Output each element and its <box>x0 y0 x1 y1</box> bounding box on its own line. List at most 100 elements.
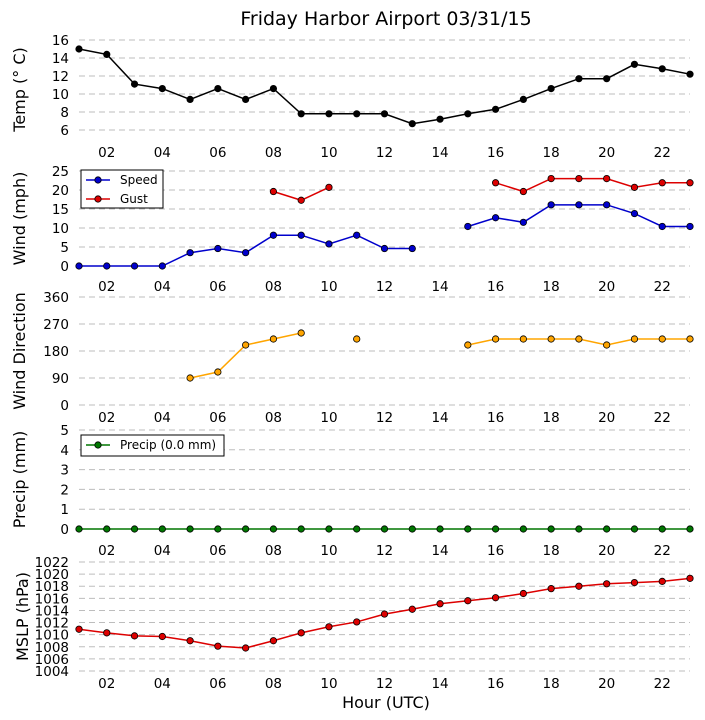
data-point <box>519 525 527 533</box>
data-point <box>325 525 333 533</box>
data-point <box>242 341 250 349</box>
y-tick-label: 8 <box>60 105 69 121</box>
y-tick-label: 0 <box>60 259 69 275</box>
data-point <box>575 525 583 533</box>
series-temp <box>75 45 694 128</box>
y-tick-label: 1008 <box>35 640 69 656</box>
data-point <box>408 605 416 613</box>
y-tick-label: 10 <box>52 87 69 103</box>
data-point <box>603 580 611 588</box>
data-point <box>269 231 278 239</box>
legend-marker <box>94 176 102 184</box>
data-point <box>547 525 555 533</box>
y-tick-label: 0 <box>60 398 69 414</box>
y-tick-label: 0 <box>60 522 69 538</box>
data-point <box>75 45 83 53</box>
data-point <box>297 329 305 337</box>
x-tick-label: 06 <box>209 145 226 161</box>
panel-3: 0 90 180 270 360 Wind Direction 02 04 06 08 10 12 14… <box>10 290 694 426</box>
y-tick-label: 25 <box>52 164 69 180</box>
y-tick-label: 16 <box>52 33 69 49</box>
data-point <box>464 341 472 349</box>
data-point <box>186 637 194 645</box>
data-point <box>519 187 527 196</box>
data-point <box>380 244 389 253</box>
x-tick-label: 06 <box>209 676 226 692</box>
x-tick-label: 20 <box>598 676 615 692</box>
x-tick-label: 02 <box>98 676 115 692</box>
y-tick-label: 1020 <box>35 567 69 583</box>
x-tick-label: 16 <box>487 279 504 295</box>
y-tick-label: 1010 <box>35 628 69 644</box>
data-point <box>214 368 222 376</box>
data-point <box>603 341 611 349</box>
data-point <box>603 201 611 209</box>
x-tick-label: 22 <box>654 410 671 426</box>
y-tick-label: 90 <box>52 371 69 387</box>
y-tick-label: 5 <box>60 240 69 256</box>
x-tick-label: 02 <box>98 279 115 295</box>
data-point <box>686 179 694 187</box>
x-tick-label: 14 <box>431 145 448 161</box>
data-point <box>186 525 194 533</box>
x-tick-label: 18 <box>543 279 560 295</box>
x-tick-label: 12 <box>376 543 393 559</box>
data-point <box>575 75 583 83</box>
x-tick-label: 22 <box>654 543 671 559</box>
x-tick-label: 04 <box>154 543 171 559</box>
data-point <box>353 618 361 626</box>
x-tick-label: 02 <box>98 145 115 161</box>
data-point <box>630 525 639 533</box>
x-tick-label: 08 <box>265 543 282 559</box>
x-tick-label: 14 <box>431 543 448 559</box>
data-point <box>186 95 194 104</box>
data-point <box>242 644 250 652</box>
x-tick-label: 12 <box>376 676 393 692</box>
x-tick-label: 16 <box>487 676 504 692</box>
x-tick-label: 10 <box>320 410 337 426</box>
data-point <box>214 525 222 533</box>
chart-title: Friday Harbor Airport 03/31/15 <box>240 8 531 30</box>
x-tick-label: 16 <box>487 410 504 426</box>
data-point <box>130 632 139 640</box>
data-point <box>464 525 472 533</box>
y-tick-label: 14 <box>52 51 69 67</box>
data-point <box>353 110 361 118</box>
data-point <box>408 525 416 533</box>
x-tick-label: 18 <box>543 676 560 692</box>
data-point <box>491 335 500 343</box>
data-point <box>242 525 250 533</box>
y-tick-label: 5 <box>60 423 69 439</box>
legend: Precip (0.0 mm) <box>80 434 225 457</box>
series-gust <box>269 175 694 204</box>
data-point <box>242 249 250 257</box>
data-point <box>464 110 472 118</box>
data-point <box>75 262 83 270</box>
data-point <box>547 175 555 183</box>
x-tick-label: 16 <box>487 145 504 161</box>
x-tick-label: 22 <box>654 145 671 161</box>
x-tick-label: 22 <box>654 676 671 692</box>
y-tick-label: 12 <box>52 69 69 85</box>
data-point <box>408 120 416 128</box>
x-tick-label: 18 <box>543 543 560 559</box>
data-point <box>575 201 583 209</box>
data-point <box>130 525 139 533</box>
legend-label: Speed <box>120 173 158 187</box>
data-point <box>547 85 555 93</box>
data-point <box>269 335 278 343</box>
x-tick-label: 08 <box>265 410 282 426</box>
y-tick-label: 1 <box>60 502 69 518</box>
data-point <box>519 589 527 598</box>
data-point <box>158 632 166 641</box>
x-tick-label: 02 <box>98 543 115 559</box>
data-point <box>158 85 166 93</box>
legend-box <box>80 169 164 209</box>
x-tick-label: 14 <box>431 279 448 295</box>
x-tick-label: 12 <box>376 145 393 161</box>
x-tick-label: 06 <box>209 279 226 295</box>
x-tick-label: 12 <box>376 279 393 295</box>
data-point <box>630 578 639 587</box>
x-tick-label: 02 <box>98 410 115 426</box>
